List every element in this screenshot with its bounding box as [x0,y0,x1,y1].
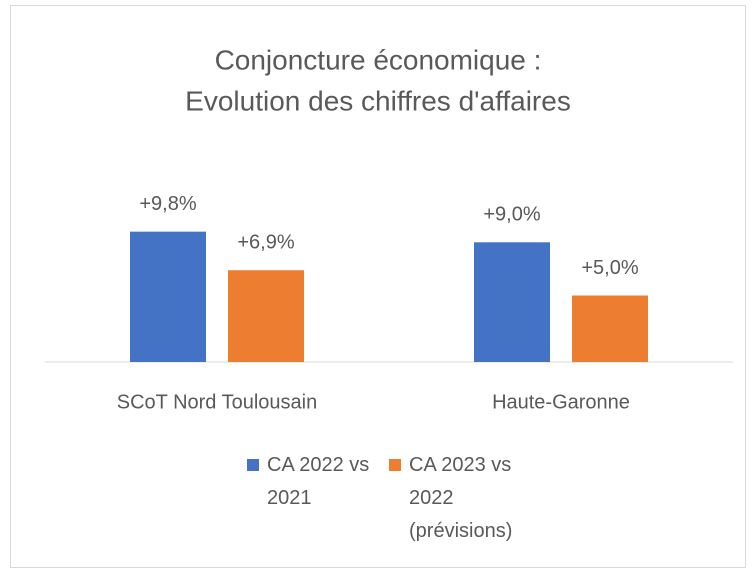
bar [130,231,206,362]
chart-title: Evolution des chiffres d'affaires [185,85,571,116]
bar [572,295,648,362]
value-label: +5,0% [581,257,638,279]
legend-swatch [389,459,401,471]
legend-label: CA 2023 vs 2022 (prévisions) [409,454,513,542]
bar [474,242,550,362]
x-tick-label: Haute-Garonne [492,391,630,413]
value-label: +6,9% [237,232,294,254]
value-label: +9,0% [483,204,540,226]
legend-item: CA 2023 vs 2022 (prévisions) [389,449,519,548]
legend-swatch [247,459,259,471]
chart-title: Conjoncture économique : [215,44,542,75]
legend-item: CA 2022 vs 2021 [247,449,377,515]
legend-label: CA 2022 vs 2021 [267,454,370,509]
value-label: +9,8% [139,193,196,215]
x-tick-label: SCoT Nord Toulousain [117,391,318,413]
bar [228,270,304,362]
